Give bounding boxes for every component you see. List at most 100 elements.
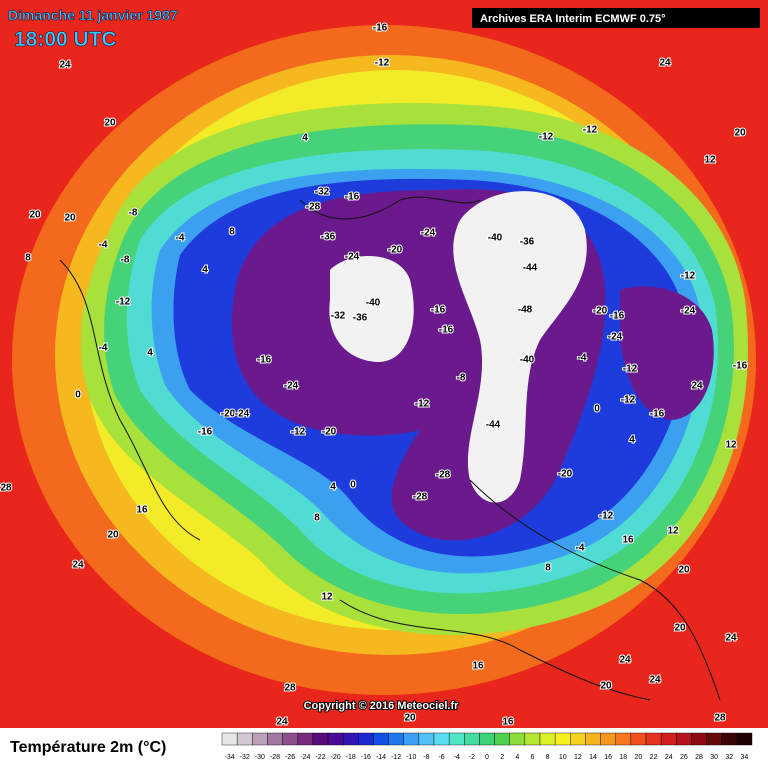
contour-label: -44 [523, 263, 538, 274]
colorbar-swatch [630, 732, 647, 746]
colorbar-tick-label: -2 [469, 754, 475, 761]
contour-label: -16 [733, 361, 748, 372]
contour-label: 8 [545, 563, 551, 574]
contour-label: -36 [520, 237, 535, 248]
contour-label: 4 [302, 133, 308, 144]
contour-label: 24 [59, 60, 71, 71]
contour-label: 0 [350, 480, 356, 491]
colorbar-swatch [660, 732, 677, 746]
colorbar-swatch [691, 732, 707, 746]
colorbar-swatch [418, 732, 435, 746]
colorbar-tick-label: 22 [650, 754, 658, 761]
colorbar-swatch [615, 732, 632, 746]
contour-label: 16 [502, 717, 514, 728]
colorbar-swatch [297, 732, 314, 746]
contour-label: 8 [229, 227, 235, 238]
contour-label: 12 [725, 440, 737, 451]
colorbar-tick-label: 0 [485, 754, 489, 761]
contour-label: -12 [291, 427, 306, 438]
contour-label: -4 [176, 233, 185, 244]
contour-label: -40 [366, 298, 381, 309]
colorbar-swatch [312, 732, 329, 746]
colorbar-swatch [221, 732, 238, 746]
contour-label: 4 [202, 265, 208, 276]
contour-label: -28 [436, 470, 451, 481]
contour-label: 20 [29, 210, 41, 221]
contour-label: -36 [353, 313, 368, 324]
contour-label: -24 [681, 306, 696, 317]
contour-label: -12 [599, 511, 614, 522]
contour-label: -16 [439, 325, 454, 336]
contour-label: 12 [667, 526, 679, 537]
colorbar-swatch [403, 732, 420, 746]
contour-label: -16 [257, 355, 272, 366]
colorbar-swatch [358, 732, 374, 746]
colorbar-tick-label: -34 [225, 754, 235, 761]
contour-label: 12 [704, 155, 716, 166]
contour-label: -12 [415, 399, 430, 410]
colorbar-tick-label: -28 [270, 754, 280, 761]
colorbar: -34 -32 -30 -28 -26 -24 -22 -20 -18 -16 -14 -12 -10-… [221, 732, 753, 761]
colorbar-tick-label: -4 [454, 754, 460, 761]
cold-core [329, 256, 414, 362]
colorbar-swatch [464, 732, 480, 746]
colorbar-swatch [327, 732, 344, 746]
colorbar-swatch [267, 732, 283, 746]
contour-label: -20 [221, 409, 236, 420]
colorbar-tick-label: -8 [423, 754, 429, 761]
contour-label: 24 [619, 655, 631, 666]
contour-label: -16 [650, 409, 665, 420]
contour-label: -12 [583, 125, 598, 136]
contour-label: -8 [121, 255, 130, 266]
contour-label: -4 [99, 343, 108, 354]
contour-label: 0 [594, 404, 600, 415]
contour-label: -24 [421, 228, 436, 239]
contour-label: -40 [488, 233, 503, 244]
contour-label: 20 [404, 713, 416, 724]
contour-label: -8 [457, 373, 466, 384]
colorbar-tick-label: -22 [315, 754, 325, 761]
source-box [472, 8, 760, 28]
contour-label: -48 [518, 305, 533, 316]
colorbar-tick-label: 6 [530, 754, 534, 761]
coastline [299, 196, 481, 220]
contour-label: -40 [520, 355, 535, 366]
coastline [339, 599, 651, 701]
contour-label: 24 [691, 381, 703, 392]
date: Dimanche 11 janvier 1987 [8, 7, 178, 23]
contour-label: -24 [235, 409, 250, 420]
contour-label: 8 [314, 513, 320, 524]
contour-label: 16 [622, 535, 634, 546]
contour-label: 20 [674, 623, 686, 634]
colorbar-tick-label: -10 [406, 754, 416, 761]
contour-label: 8 [25, 253, 31, 264]
colorbar-swatch [736, 732, 753, 746]
contour-label: -4 [576, 543, 585, 554]
coastline [59, 259, 201, 541]
colorbar-swatch [494, 732, 510, 746]
colorbar-swatch [342, 732, 359, 746]
contour-label: 0 [75, 390, 81, 401]
contour-label: -12 [623, 364, 638, 375]
copyright: Copyright © 2016 Meteociel.fr [304, 700, 460, 712]
contour-label: 24 [725, 633, 737, 644]
colorbar-tick-label: 30 [710, 754, 718, 761]
contour-label: -20 [388, 245, 403, 256]
contour-label: 20 [107, 530, 119, 541]
colorbar-tick-label: -26 [285, 754, 295, 761]
contour-label: -16 [610, 311, 625, 322]
colorbar-swatch [585, 732, 601, 746]
colorbar-tick-label: -30 [255, 754, 265, 761]
colorbar-swatch [721, 732, 738, 746]
contour-label: -12 [681, 271, 696, 282]
contour-label: -16 [431, 305, 446, 316]
colorbar-tick-label: 34 [741, 754, 749, 761]
coastlines [59, 196, 721, 701]
contour-label: 4 [330, 482, 336, 493]
colorbar-tick-label: -14 [376, 754, 386, 761]
contour-label: -20 [593, 306, 608, 317]
colorbar-swatch [554, 732, 571, 746]
coastline [469, 479, 721, 701]
contour-label: -20 [558, 469, 573, 480]
colorbar-tick-label: 10 [559, 754, 567, 761]
